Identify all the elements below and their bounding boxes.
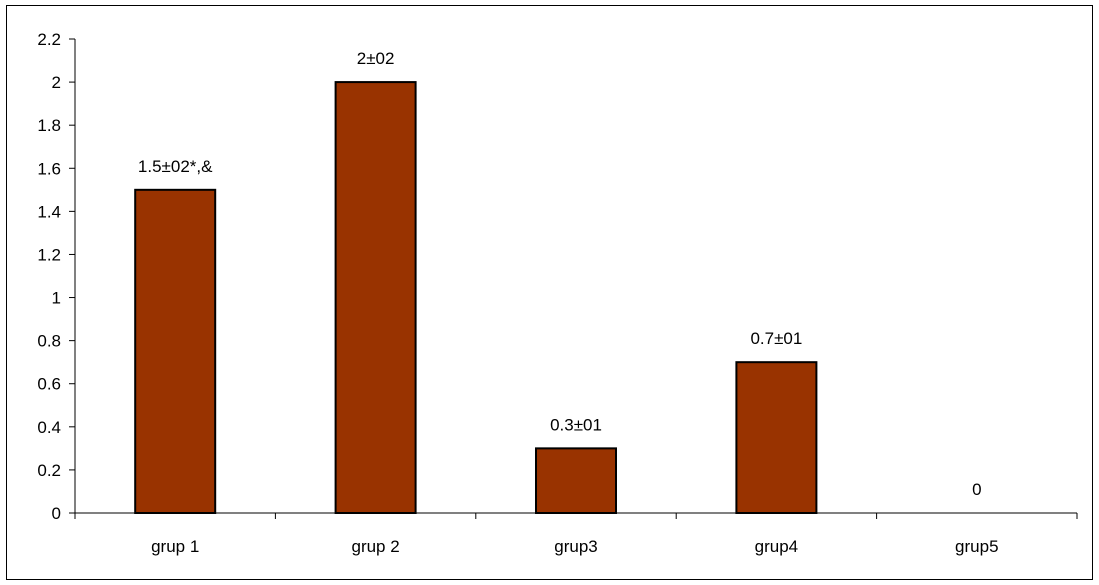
x-axis: grup 1 grup 2 grup3 grup4 grup5 — [74, 512, 1078, 556]
bar-grup-1 — [134, 188, 217, 514]
x-tick-label: grup4 — [755, 537, 798, 556]
y-tick-label: 0.2 — [37, 461, 61, 480]
data-label: 2±02 — [357, 49, 395, 68]
x-tick-label: grup 1 — [151, 537, 199, 556]
y-tick-label: 0.4 — [37, 418, 61, 437]
data-label: 0.3±01 — [550, 415, 602, 434]
y-tick-label: 1 — [52, 289, 61, 308]
data-label: 0.7±01 — [750, 329, 802, 348]
y-tick-label: 0.8 — [37, 332, 61, 351]
y-tick-label: 1.2 — [37, 245, 61, 264]
data-labels: 1.5±02*,& 2±02 0.3±01 0.7±01 0 — [138, 49, 982, 499]
y-tick-label: 0.6 — [37, 375, 61, 394]
x-tick-label: grup3 — [554, 537, 597, 556]
data-label: 0 — [972, 480, 981, 499]
bar-grup4 — [735, 361, 818, 514]
y-tick-label: 2.2 — [37, 30, 61, 49]
bar-grup3 — [535, 447, 617, 515]
y-tick-label: 1.4 — [37, 202, 61, 221]
x-tick-label: grup 2 — [351, 537, 399, 556]
bars — [134, 81, 818, 515]
x-tick-label: grup5 — [955, 537, 998, 556]
y-tick-label: 2 — [52, 73, 61, 92]
data-label: 1.5±02*,& — [138, 157, 213, 176]
y-tick-label: 1.8 — [37, 116, 61, 135]
y-tick-label: 1.6 — [37, 159, 61, 178]
bar-grup-2 — [334, 81, 417, 514]
y-axis: 0 0.2 0.4 0.6 0.8 1 1.2 1.4 1.6 1.8 2 2.2 — [37, 30, 76, 523]
y-tick-label: 0 — [52, 504, 61, 523]
